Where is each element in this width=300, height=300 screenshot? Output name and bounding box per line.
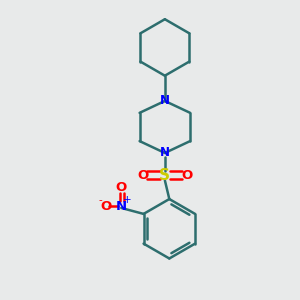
Text: N: N [160,146,170,160]
Text: O: O [116,181,127,194]
Text: S: S [159,168,170,183]
Text: +: + [123,195,131,205]
Text: O: O [137,169,148,182]
Text: -: - [99,195,102,205]
Text: O: O [182,169,193,182]
Text: N: N [116,200,127,213]
Text: O: O [100,200,111,213]
Text: N: N [160,94,170,107]
